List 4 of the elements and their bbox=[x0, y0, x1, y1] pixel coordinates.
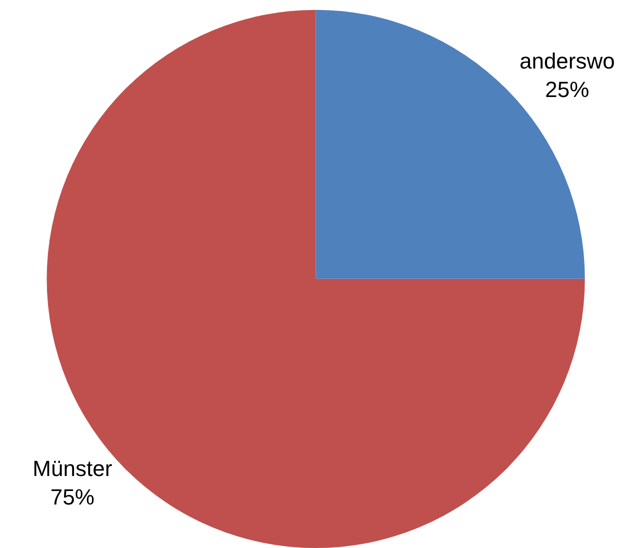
data-label: 75% bbox=[50, 484, 94, 510]
slice-label: anderswo bbox=[519, 48, 615, 74]
data-label: 25% bbox=[545, 77, 590, 102]
slice-label: Münster bbox=[32, 456, 112, 481]
